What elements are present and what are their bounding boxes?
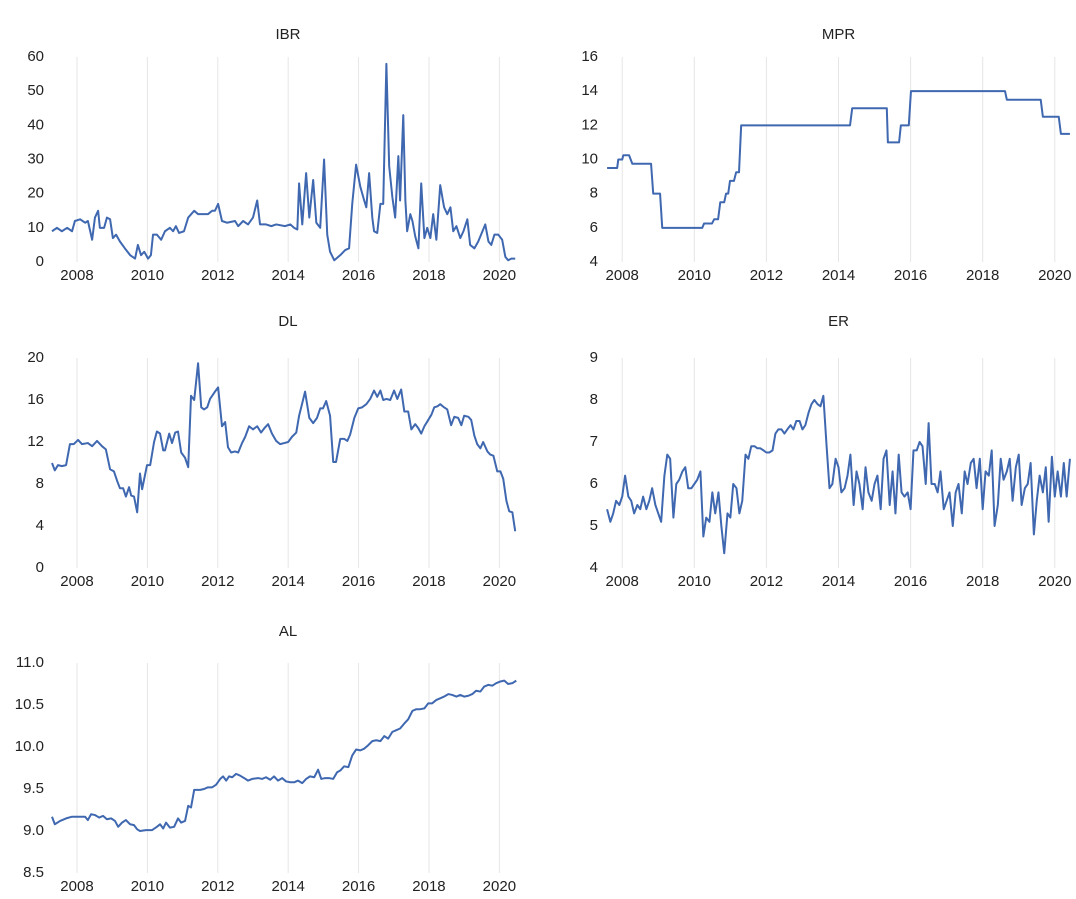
x-tick-label: 2014: [271, 878, 304, 894]
y-tick-label: 20: [27, 349, 44, 366]
y-tick-label: 8: [36, 475, 44, 492]
y-tick-label: 6: [590, 219, 598, 236]
data-line: [607, 90, 1070, 229]
x-tick-label: 2016: [342, 267, 375, 284]
y-tick-label: 11.0: [16, 654, 44, 671]
chart-title: ER: [828, 313, 849, 330]
y-tick-label: 50: [27, 82, 44, 99]
x-tick-label: 2008: [606, 267, 639, 284]
y-tick-label: 10.5: [15, 696, 44, 713]
y-tick-label: 30: [27, 150, 44, 167]
x-tick-label: 2014: [271, 267, 304, 284]
y-tick-label: 8: [590, 185, 598, 202]
y-tick-label: 10.0: [15, 738, 44, 755]
x-tick-label: 2010: [131, 267, 164, 284]
y-tick-label: 0: [36, 253, 44, 270]
chart-title: IBR: [275, 26, 300, 43]
x-tick-label: 2014: [271, 573, 304, 590]
x-tick-label: 2012: [201, 878, 234, 894]
y-tick-label: 12: [581, 116, 598, 133]
x-tick-label: 2008: [60, 878, 93, 894]
x-tick-label: 2010: [678, 573, 711, 590]
y-tick-label: 9: [590, 349, 598, 366]
x-tick-label: 2016: [342, 878, 375, 894]
x-tick-label: 2014: [822, 267, 855, 284]
x-tick-label: 2016: [894, 573, 927, 590]
y-tick-label: 7: [590, 433, 598, 450]
x-tick-label: 2014: [822, 573, 855, 590]
x-tick-label: 2018: [412, 267, 445, 284]
x-tick-label: 2018: [412, 573, 445, 590]
y-tick-label: 6: [590, 475, 598, 492]
x-tick-label: 2012: [201, 573, 234, 590]
x-tick-label: 2020: [483, 267, 516, 284]
data-line: [51, 62, 516, 262]
y-tick-label: 16: [27, 391, 44, 408]
data-line: [51, 679, 517, 832]
y-tick-label: 0: [36, 559, 44, 576]
y-tick-label: 60: [27, 48, 44, 65]
y-tick-label: 10: [27, 219, 44, 236]
x-tick-label: 2020: [483, 878, 516, 894]
chart-title: AL: [279, 623, 297, 640]
chart-title: MPR: [822, 26, 856, 43]
x-tick-label: 2008: [60, 573, 93, 590]
y-tick-label: 20: [27, 185, 44, 202]
y-tick-label: 4: [36, 517, 44, 534]
x-tick-label: 2008: [60, 267, 93, 284]
x-tick-label: 2008: [606, 573, 639, 590]
x-tick-label: 2020: [1038, 267, 1071, 284]
y-tick-label: 4: [590, 559, 598, 576]
x-tick-label: 2016: [894, 267, 927, 284]
x-tick-label: 2012: [750, 267, 783, 284]
y-tick-label: 8.5: [23, 864, 44, 881]
x-tick-label: 2010: [678, 267, 711, 284]
x-tick-label: 2010: [131, 573, 164, 590]
y-tick-label: 12: [27, 433, 44, 450]
x-tick-label: 2012: [750, 573, 783, 590]
x-tick-label: 2018: [966, 267, 999, 284]
x-tick-label: 2018: [966, 573, 999, 590]
y-tick-label: 16: [581, 48, 598, 65]
y-tick-label: 9.5: [23, 780, 44, 797]
x-tick-label: 2012: [201, 267, 234, 284]
chart-title: DL: [278, 313, 297, 330]
y-tick-label: 40: [27, 116, 44, 133]
x-tick-label: 2020: [483, 573, 516, 590]
data-line: [606, 394, 1071, 555]
x-tick-label: 2016: [342, 573, 375, 590]
y-tick-label: 10: [581, 150, 598, 167]
data-line: [51, 362, 517, 532]
y-tick-label: 9.0: [23, 822, 44, 839]
x-tick-label: 2010: [131, 878, 164, 894]
y-tick-label: 14: [581, 82, 598, 99]
x-tick-label: 2018: [412, 878, 445, 894]
y-tick-label: 4: [590, 253, 598, 270]
x-tick-label: 2020: [1038, 573, 1071, 590]
y-tick-label: 5: [590, 517, 598, 534]
y-tick-label: 8: [590, 391, 598, 408]
